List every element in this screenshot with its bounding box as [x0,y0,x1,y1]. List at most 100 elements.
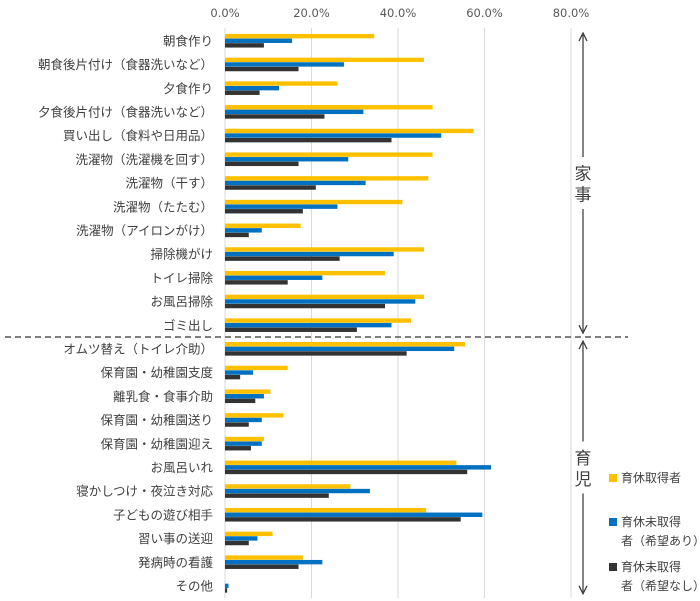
bar [225,303,386,309]
x-axis-ticks: 0.0% 20.0% 40.0% 60.0% 80.0% [210,6,589,20]
bar [225,223,301,228]
category-label: 洗濯物（干す） [125,176,213,191]
x-tick-label: 80.0% [553,6,590,20]
bar [225,299,416,304]
x-tick-label: 0.0% [210,6,239,20]
bar [225,280,288,285]
category-label: 掃除機がけ [150,247,213,262]
bar [225,559,323,565]
x-tick-label: 20.0% [293,6,330,20]
category-label: 発病時の看護 [138,555,214,570]
bar [225,275,323,280]
bar [225,417,262,423]
bar [225,398,256,404]
bar [225,322,392,328]
bar [225,114,325,119]
category-label: 離乳食・食事介助 [113,389,213,404]
category-label: お風呂掃除 [150,294,213,309]
bar [225,436,264,442]
legend-label: 育休未取得者（希望なし） [621,559,700,593]
bar [225,176,429,181]
bar [225,33,375,39]
bar [225,256,340,261]
bar [225,232,249,238]
category-label: 洗濯物（たたむ） [113,199,213,214]
bar [225,531,273,537]
category-label: お風呂いれ [150,460,213,475]
bar [225,460,457,465]
bar [225,152,433,157]
category-label: 朝食作り [163,33,213,48]
bar [225,38,293,43]
bar [225,43,264,48]
category-label: 保育園・幼稚園支度 [100,365,213,380]
bar [225,370,254,375]
category-label: 夕食作り [163,81,213,96]
bar [225,199,403,205]
bar [225,128,474,134]
x-tick-label: 40.0% [380,6,417,20]
bar [225,540,249,546]
bar [225,389,271,394]
bar [225,346,455,352]
bar [225,105,433,110]
bar [225,185,316,190]
bar [225,85,280,91]
bar [225,209,303,214]
legend-label: 育休取得者 [621,470,681,485]
bar [225,507,427,513]
bar [225,484,351,489]
bar [225,81,338,86]
legend-swatch [609,474,617,482]
bar [225,294,424,300]
bar [225,66,299,72]
category-label: 保育園・幼稚園迎え [100,436,213,451]
bar [225,247,424,252]
bar [225,251,394,257]
category-label: オムツ替え（トイレ介助） [63,341,213,356]
bar [225,342,466,347]
bar [225,327,357,332]
bar [225,374,241,380]
bar [225,180,366,186]
bar [225,555,303,560]
bar [225,157,349,162]
category-label: 子どもの遊び相手 [113,507,213,522]
bar [225,137,392,143]
arrow-down-icon [578,585,588,596]
bar [225,270,386,276]
bar [225,394,264,399]
group-label: 家事 [575,165,592,206]
bar [225,204,338,209]
gridlines [224,28,572,598]
bar [225,161,299,167]
bar [225,588,228,593]
bar [225,446,251,451]
bar [225,351,407,356]
category-label: 買い出し（食料や日用品） [63,128,213,143]
category-label: 寝かしつけ・夜泣き対応 [76,484,213,499]
bar [225,583,229,589]
bar [225,465,491,470]
bar [225,365,288,371]
bar [225,512,483,517]
arrow-up-icon [578,31,588,42]
category-label: 洗濯物（アイロンがけ） [76,223,213,238]
bar [225,422,249,427]
bar [225,133,442,138]
arrow-down-icon [578,324,588,335]
bar [225,318,411,323]
bar [225,488,370,494]
bar [225,90,260,95]
legend-swatch [609,563,617,571]
bar [225,109,364,115]
category-label: 朝食後片付け（食器洗いなど） [38,57,213,72]
category-label: 夕食後片付け（食器洗いなど） [38,104,213,119]
bar [225,493,329,498]
bar [225,564,299,569]
bar [225,228,262,233]
bar [225,469,468,475]
